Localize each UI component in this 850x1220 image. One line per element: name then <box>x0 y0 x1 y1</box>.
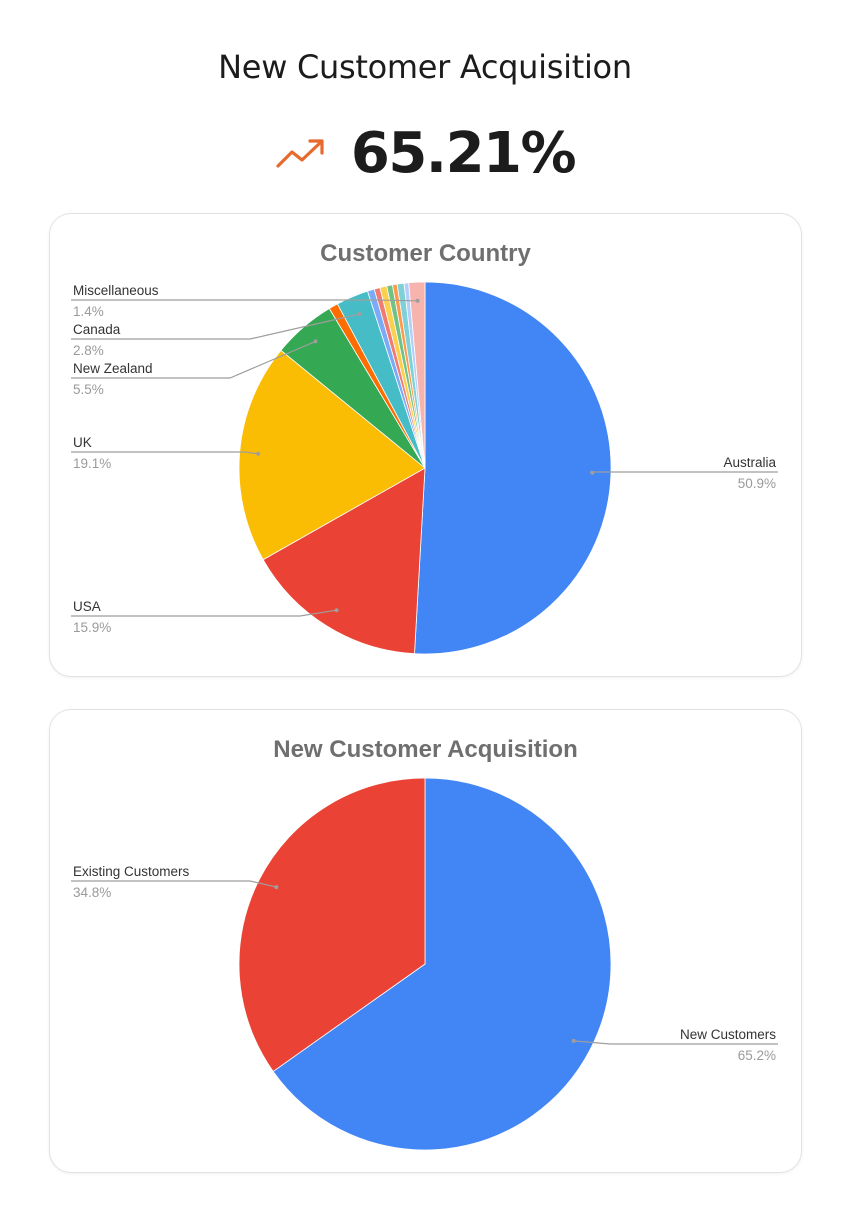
leader-dot <box>313 339 318 344</box>
metric-value: 65.21% <box>350 120 577 186</box>
slice-label-percent: 1.4% <box>73 304 104 319</box>
slice-label-percent: 2.8% <box>73 343 104 358</box>
metric-row: 65.21% <box>0 118 850 188</box>
slice-label-name: Australia <box>723 455 776 470</box>
leader-dot <box>415 298 420 303</box>
leader-line <box>71 880 277 888</box>
new-customer-acquisition-chart-card: New Customer Acquisition New Customers 65… <box>49 709 802 1173</box>
slice-label-australia: Australia 50.9% <box>589 455 778 491</box>
leader-dot <box>274 885 279 890</box>
leader-dot <box>590 470 595 475</box>
leader-dot <box>256 451 261 456</box>
slice-label-percent: 19.1% <box>73 456 111 471</box>
slice-label-uk: UK 19.1% <box>71 435 261 471</box>
pie-slice-new-customers <box>272 777 612 1151</box>
pie-slice-australia <box>414 281 612 655</box>
page-title: New Customer Acquisition <box>218 48 632 86</box>
slice-label-usa: USA 15.9% <box>71 599 339 635</box>
slice-label-percent: 34.8% <box>73 885 111 900</box>
leader-line <box>71 313 360 340</box>
leader-dot <box>571 1038 576 1043</box>
slice-label-name: New Zealand <box>73 361 153 376</box>
slice-label-name: Miscellaneous <box>73 283 159 298</box>
slice-label-new-zealand: New Zealand 5.5% <box>71 339 318 397</box>
slice-label-miscellaneous: Miscellaneous 1.4% <box>71 283 420 319</box>
slice-label-name: Canada <box>73 322 121 337</box>
slice-label-canada: Canada 2.8% <box>71 312 362 358</box>
leader-line <box>71 609 337 617</box>
slice-label-percent: 65.2% <box>738 1048 776 1063</box>
pie-slice-existing-customers <box>238 777 426 1072</box>
pie-slice-miscellaneous <box>408 281 426 469</box>
slice-label-name: New Customers <box>680 1027 776 1042</box>
chart-title: New Customer Acquisition <box>273 736 577 763</box>
slice-label-name: UK <box>73 435 92 450</box>
leader-dot <box>334 608 339 613</box>
pie-slice-usa <box>262 467 426 655</box>
slice-label-new-customers: New Customers 65.2% <box>571 1027 778 1063</box>
customer-country-chart-card: Customer Country Australia 50.9% USA 15.9% U… <box>49 213 802 677</box>
leader-dot <box>357 312 362 316</box>
leader-line <box>589 471 778 474</box>
new-customer-acquisition-pie-chart: New Customer Acquisition New Customers 65… <box>71 736 778 1151</box>
leader-line <box>71 340 316 379</box>
leader-line <box>573 1040 778 1045</box>
slice-label-percent: 5.5% <box>73 382 104 397</box>
trending-up-icon <box>276 139 324 168</box>
slice-label-percent: 15.9% <box>73 620 111 635</box>
leader-line <box>71 451 259 455</box>
slice-label-name: USA <box>73 599 101 614</box>
leader-line <box>71 299 418 302</box>
slice-label-name: Existing Customers <box>73 864 190 879</box>
customer-country-pie-chart: Customer Country Australia50.9%USA15.9%U… <box>71 240 778 655</box>
chart-title: Customer Country <box>320 240 531 267</box>
slice-label-percent: 50.9% <box>738 476 776 491</box>
slice-label-existing-customers: Existing Customers 34.8% <box>71 864 279 900</box>
